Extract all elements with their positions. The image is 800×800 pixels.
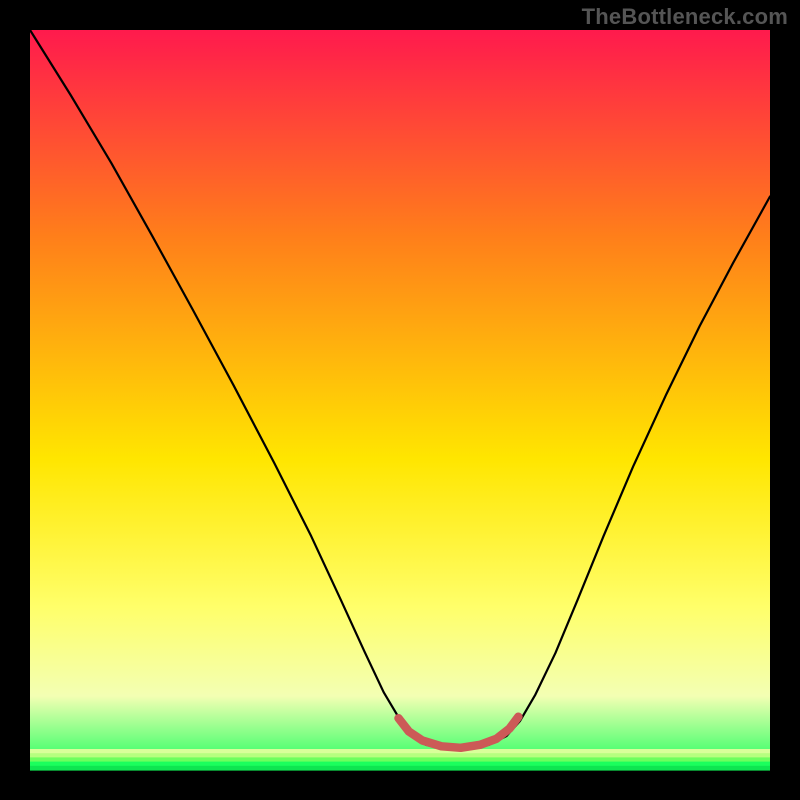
plot-background [30, 30, 770, 770]
bottom-stripe [30, 766, 770, 771]
watermark-text: TheBottleneck.com [582, 4, 788, 30]
bottleneck-chart [0, 0, 800, 800]
bottom-stripe [30, 757, 770, 762]
chart-container: TheBottleneck.com [0, 0, 800, 800]
bottom-stripe [30, 753, 770, 758]
bottom-stripe [30, 749, 770, 754]
bottom-stripe [30, 762, 770, 767]
